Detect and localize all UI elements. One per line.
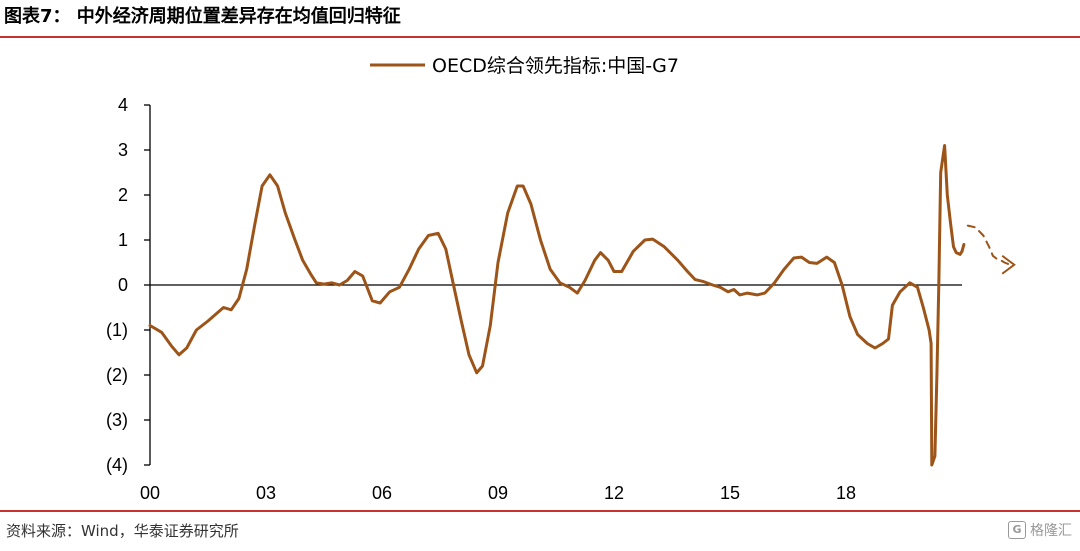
title-rule — [0, 36, 1080, 38]
x-tick-label: 09 — [488, 483, 508, 503]
source-note: 资料来源：Wind，华泰证券研究所 — [6, 522, 239, 540]
series-line — [148, 144, 966, 467]
y-tick-label: 1 — [118, 230, 128, 250]
x-tick-label: 00 — [140, 483, 160, 503]
projection-arrowhead — [1001, 254, 1016, 275]
x-tick-label: 03 — [256, 483, 276, 503]
watermark: G 格隆汇 — [1008, 520, 1072, 540]
chart-title: 图表7： 中外经济周期位置差异存在均值回归特征 — [4, 6, 401, 27]
y-tick-label: (3) — [106, 410, 128, 430]
footer-rule — [0, 510, 1080, 512]
x-tick-label: 15 — [720, 483, 740, 503]
y-tick-label: 0 — [118, 275, 128, 295]
y-tick-label: (2) — [106, 365, 128, 385]
legend: OECD综合领先指标:中国-G7 — [370, 55, 679, 77]
y-tick-label: 2 — [118, 185, 128, 205]
projection-line — [966, 224, 1012, 266]
y-axis: 4 3 2 1 0 (1) (2) (3) (4) — [106, 95, 151, 475]
legend-label: OECD综合领先指标:中国-G7 — [432, 55, 679, 77]
x-tick-label: 12 — [604, 483, 624, 503]
plot-area — [148, 144, 1016, 467]
y-tick-label: (4) — [106, 455, 128, 475]
y-tick-label: 4 — [118, 95, 128, 115]
y-tick-label: 3 — [118, 140, 128, 160]
watermark-text: 格隆汇 — [1030, 523, 1072, 539]
y-tick-label: (1) — [106, 320, 128, 340]
x-tick-label: 18 — [836, 483, 856, 503]
x-tick-label: 06 — [372, 483, 392, 503]
x-axis: 00 03 06 09 12 15 18 — [140, 284, 962, 503]
watermark-logo-icon: G — [1008, 521, 1026, 539]
